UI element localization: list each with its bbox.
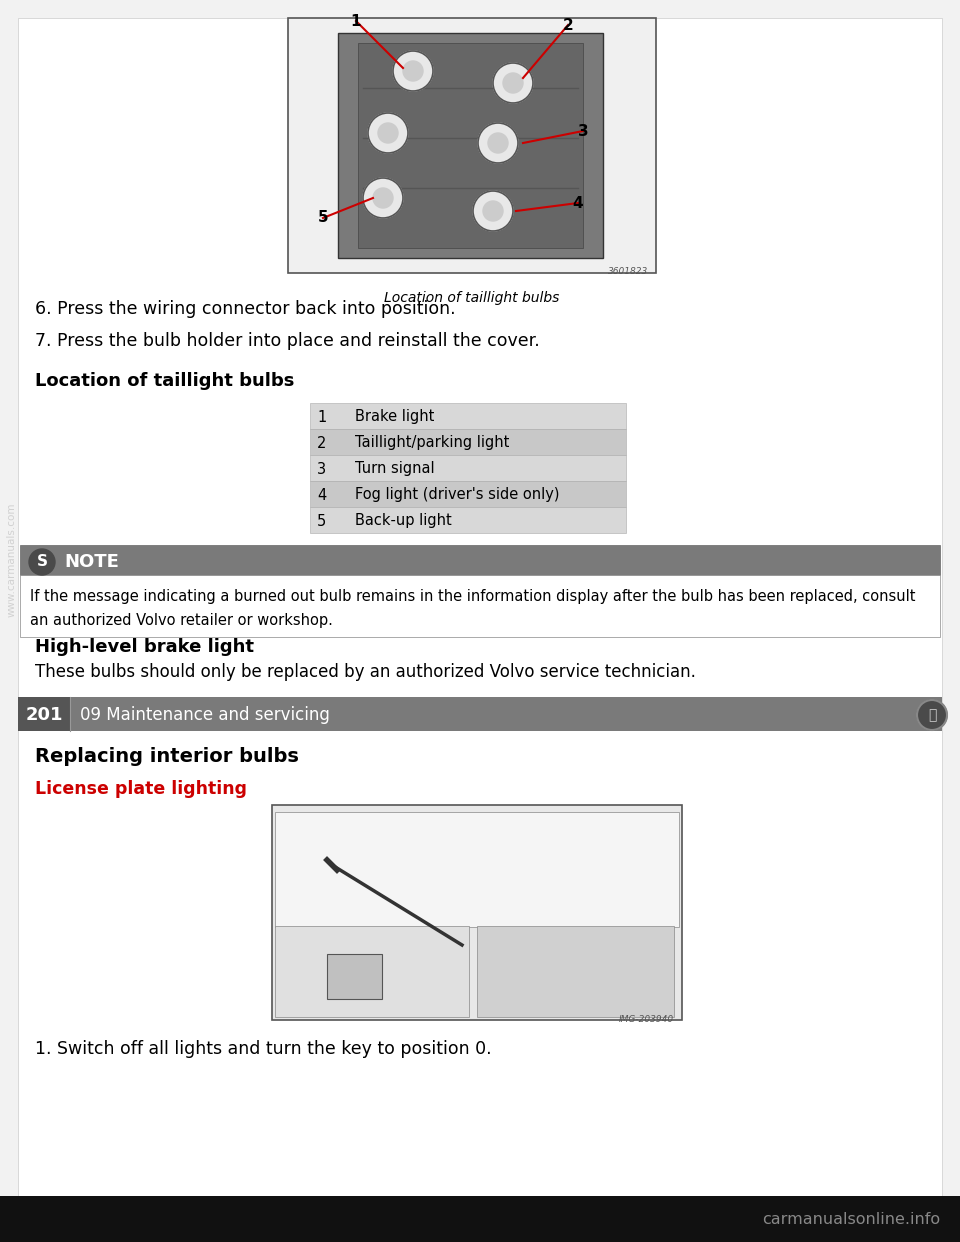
Text: If the message indicating a burned out bulb remains in the information display a: If the message indicating a burned out b…: [30, 589, 916, 604]
Circle shape: [368, 113, 408, 153]
Text: 1: 1: [317, 410, 326, 425]
Circle shape: [473, 191, 513, 231]
Text: Turn signal: Turn signal: [355, 462, 435, 477]
FancyBboxPatch shape: [338, 34, 603, 258]
Circle shape: [378, 123, 398, 143]
Circle shape: [503, 73, 523, 93]
Text: an authorized Volvo retailer or workshop.: an authorized Volvo retailer or workshop…: [30, 614, 333, 628]
Text: Brake light: Brake light: [355, 410, 434, 425]
Circle shape: [29, 549, 55, 575]
FancyBboxPatch shape: [310, 455, 626, 481]
Text: NOTE: NOTE: [64, 553, 119, 571]
Text: 7. Press the bulb holder into place and reinstall the cover.: 7. Press the bulb holder into place and …: [35, 332, 540, 350]
Text: 2: 2: [563, 17, 573, 32]
Circle shape: [393, 51, 433, 91]
Text: 5: 5: [317, 513, 326, 529]
FancyBboxPatch shape: [18, 17, 942, 1225]
FancyBboxPatch shape: [477, 927, 674, 1017]
FancyBboxPatch shape: [0, 1196, 960, 1242]
Text: 6. Press the wiring connector back into position.: 6. Press the wiring connector back into …: [35, 301, 456, 318]
Text: 1: 1: [350, 14, 361, 29]
Text: Location of taillight bulbs: Location of taillight bulbs: [384, 291, 560, 306]
FancyBboxPatch shape: [20, 575, 940, 637]
FancyBboxPatch shape: [310, 428, 626, 455]
Text: 3601823: 3601823: [608, 267, 648, 276]
Text: 09 Maintenance and servicing: 09 Maintenance and servicing: [80, 705, 330, 724]
Text: License plate lighting: License plate lighting: [35, 780, 247, 799]
Text: carmanualsonline.info: carmanualsonline.info: [762, 1211, 940, 1227]
FancyBboxPatch shape: [272, 805, 682, 1020]
FancyBboxPatch shape: [18, 697, 942, 732]
FancyBboxPatch shape: [358, 43, 583, 248]
Circle shape: [478, 123, 518, 163]
Text: Back-up light: Back-up light: [355, 513, 452, 529]
Text: S: S: [36, 554, 47, 570]
FancyBboxPatch shape: [327, 954, 382, 999]
Text: Fog light (driver's side only): Fog light (driver's side only): [355, 488, 560, 503]
Text: 5: 5: [318, 210, 328, 226]
Text: ⛔: ⛔: [927, 708, 936, 722]
Circle shape: [403, 61, 423, 81]
FancyBboxPatch shape: [288, 17, 656, 273]
Text: www.carmanuals.com: www.carmanuals.com: [7, 503, 17, 617]
Text: 1. Switch off all lights and turn the key to position 0.: 1. Switch off all lights and turn the ke…: [35, 1040, 492, 1058]
Circle shape: [917, 700, 947, 730]
FancyBboxPatch shape: [310, 481, 626, 507]
Circle shape: [483, 201, 503, 221]
Circle shape: [373, 188, 393, 207]
Text: Location of taillight bulbs: Location of taillight bulbs: [35, 373, 295, 390]
FancyBboxPatch shape: [20, 545, 940, 575]
Text: Replacing interior bulbs: Replacing interior bulbs: [35, 746, 299, 766]
FancyBboxPatch shape: [310, 507, 626, 533]
Text: IMG-203940: IMG-203940: [619, 1015, 674, 1023]
Text: 2: 2: [317, 436, 326, 451]
Text: 4: 4: [317, 488, 326, 503]
Circle shape: [493, 63, 533, 103]
FancyBboxPatch shape: [275, 927, 468, 1017]
Text: 4: 4: [573, 195, 584, 210]
Text: 3: 3: [578, 123, 588, 139]
Text: 201: 201: [25, 705, 62, 724]
Text: High-level brake light: High-level brake light: [35, 638, 254, 656]
FancyBboxPatch shape: [275, 812, 679, 928]
Text: 3: 3: [317, 462, 326, 477]
Text: These bulbs should only be replaced by an authorized Volvo service technician.: These bulbs should only be replaced by a…: [35, 663, 696, 681]
Circle shape: [488, 133, 508, 153]
FancyBboxPatch shape: [18, 697, 70, 732]
Circle shape: [363, 178, 403, 219]
Text: Taillight/parking light: Taillight/parking light: [355, 436, 510, 451]
FancyBboxPatch shape: [310, 402, 626, 428]
